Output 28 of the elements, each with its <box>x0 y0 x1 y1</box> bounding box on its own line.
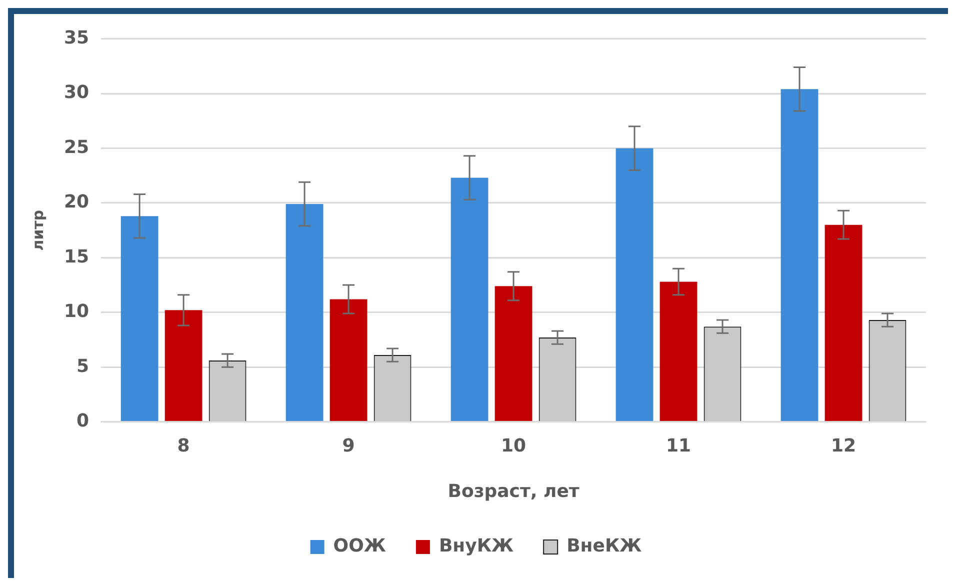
bar <box>494 286 532 422</box>
y-tick-label: 0 <box>76 410 90 432</box>
bar <box>660 282 698 422</box>
y-tick-label: 5 <box>76 356 90 377</box>
y-tick-label: 30 <box>64 82 90 104</box>
bar <box>450 178 488 422</box>
y-tick-label: 35 <box>64 27 90 48</box>
y-tick-label: 15 <box>64 246 90 268</box>
legend-label: ВнеКЖ <box>566 536 642 557</box>
bar <box>616 148 654 422</box>
x-tick-label: 9 <box>342 435 355 456</box>
x-axis-title: Возраст, лет <box>448 480 580 502</box>
y-tick-label: 10 <box>64 301 90 322</box>
y-tick-label: 25 <box>64 136 90 158</box>
legend-label: ВнуКЖ <box>438 536 514 557</box>
legend-label: ООЖ <box>333 536 386 557</box>
bar <box>780 89 818 422</box>
x-tick-label: 8 <box>177 435 190 456</box>
y-axis-title: литр <box>28 210 47 251</box>
bar <box>120 216 158 422</box>
bar <box>824 224 862 422</box>
y-tick-label: 20 <box>64 192 90 213</box>
bar <box>286 204 324 422</box>
bar <box>330 299 368 422</box>
bar <box>164 310 202 422</box>
x-tick-label: 10 <box>500 435 526 456</box>
x-tick-label: 12 <box>830 435 856 456</box>
x-tick-label: 11 <box>666 435 692 456</box>
